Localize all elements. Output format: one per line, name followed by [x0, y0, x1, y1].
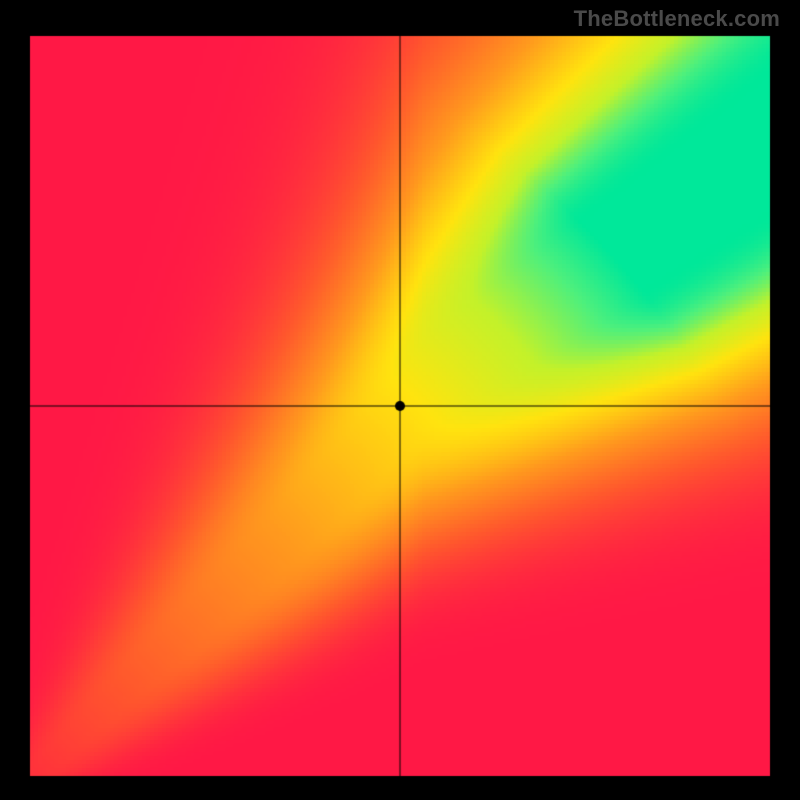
heatmap-canvas: [0, 0, 800, 800]
watermark-text: TheBottleneck.com: [574, 6, 780, 32]
chart-container: TheBottleneck.com: [0, 0, 800, 800]
